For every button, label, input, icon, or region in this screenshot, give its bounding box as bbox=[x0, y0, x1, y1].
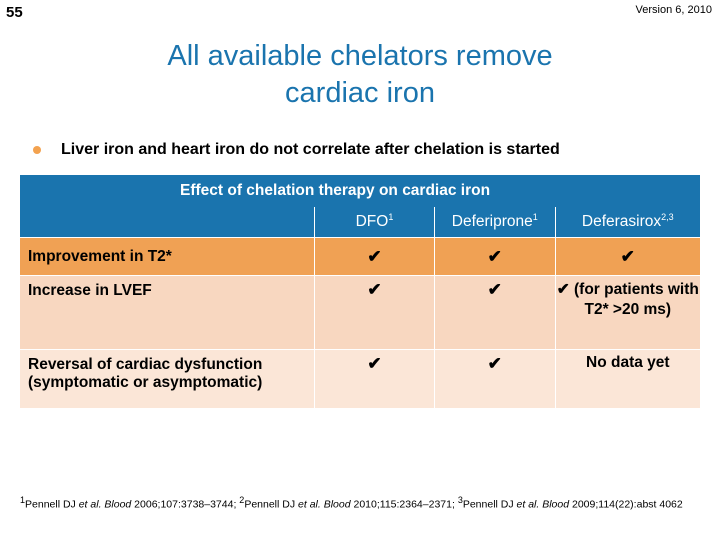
check-icon: ✔ bbox=[554, 237, 700, 276]
check-icon: ✔ bbox=[313, 349, 435, 408]
check-icon: ✔ bbox=[313, 275, 435, 350]
cell-deferasirox-reversal: No data yet bbox=[554, 349, 700, 408]
check-icon: ✔ bbox=[433, 275, 556, 350]
check-icon: ✔ bbox=[433, 349, 556, 408]
bullet-dot-icon bbox=[33, 146, 41, 154]
title-line-2: cardiac iron bbox=[285, 77, 435, 109]
row-label: Improvement in T2* bbox=[20, 237, 315, 276]
header-dfo: DFO1 bbox=[313, 207, 435, 238]
check-icon: ✔ bbox=[433, 237, 556, 276]
table-caption: Effect of chelation therapy on cardiac i… bbox=[180, 182, 491, 199]
table-header-row: DFO1 Deferiprone1 Deferasirox2,3 bbox=[20, 207, 700, 238]
chelation-table: Effect of chelation therapy on cardiac i… bbox=[20, 175, 700, 408]
table-row: Increase in LVEF ✔ ✔ ✔ (for patients wit… bbox=[20, 275, 700, 350]
slide-number: 55 bbox=[6, 4, 23, 21]
references-footnote: 1Pennell DJ et al. Blood 2006;107:3738–3… bbox=[20, 495, 683, 511]
header-blank bbox=[20, 207, 315, 238]
table-row: Reversal of cardiac dysfunction (symptom… bbox=[20, 349, 700, 408]
row-label: Reversal of cardiac dysfunction (symptom… bbox=[20, 349, 315, 408]
check-icon: ✔ bbox=[313, 237, 435, 276]
title-line-1: All available chelators remove bbox=[167, 40, 553, 72]
slide-title: All available chelators remove cardiac i… bbox=[100, 38, 620, 112]
cell-deferasirox-lvef: ✔ (for patients with T2* >20 ms) bbox=[554, 275, 700, 350]
header-deferiprone: Deferiprone1 bbox=[433, 207, 556, 238]
bullet-item: Liver iron and heart iron do not correla… bbox=[33, 141, 560, 159]
table-row: Improvement in T2* ✔ ✔ ✔ bbox=[20, 237, 700, 276]
header-deferasirox: Deferasirox2,3 bbox=[554, 207, 700, 238]
row-label: Increase in LVEF bbox=[20, 275, 315, 350]
bullet-text: Liver iron and heart iron do not correla… bbox=[61, 141, 560, 158]
version-label: Version 6, 2010 bbox=[635, 4, 712, 16]
